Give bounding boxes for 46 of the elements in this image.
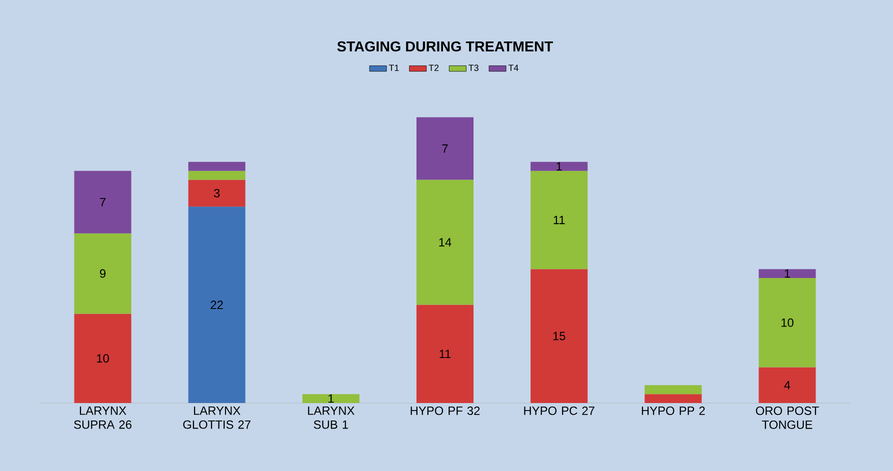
data-label: 14 bbox=[439, 238, 452, 246]
bar bbox=[416, 180, 474, 305]
data-label: 10 bbox=[782, 318, 794, 327]
x-tick-label: ORO POST TONGUE bbox=[756, 406, 819, 429]
bar bbox=[644, 394, 702, 403]
bar bbox=[758, 367, 816, 403]
bar bbox=[188, 170, 246, 180]
bar bbox=[530, 269, 588, 403]
x-tick-label: LARYNX SUB 1 bbox=[308, 406, 354, 429]
bar bbox=[758, 278, 816, 368]
x-tick-label: HYPO PC 27 bbox=[524, 406, 594, 415]
bar bbox=[416, 304, 474, 403]
bar bbox=[644, 385, 702, 394]
bar bbox=[74, 170, 132, 234]
data-label: 22 bbox=[210, 300, 223, 309]
legend-label: T2 bbox=[428, 64, 439, 71]
data-label: 9 bbox=[100, 269, 106, 278]
bar bbox=[188, 162, 246, 171]
bar bbox=[188, 180, 246, 207]
data-label: 11 bbox=[554, 216, 565, 224]
data-label: 3 bbox=[214, 188, 220, 198]
data-label: 1 bbox=[784, 269, 790, 278]
data-label: 4 bbox=[784, 381, 790, 390]
data-label: 10 bbox=[97, 354, 109, 363]
bar bbox=[758, 269, 816, 278]
chart-title: STAGING DURING TREATMENT bbox=[337, 41, 553, 52]
bar bbox=[302, 394, 360, 403]
bar bbox=[74, 314, 132, 403]
data-label: 11 bbox=[440, 350, 451, 358]
legend-label: T3 bbox=[468, 64, 478, 72]
bar bbox=[74, 233, 132, 314]
bar bbox=[188, 206, 246, 403]
x-tick-label: HYPO PF 32 bbox=[410, 406, 480, 415]
legend-label: T4 bbox=[508, 64, 518, 71]
data-label: 15 bbox=[553, 332, 566, 340]
bar bbox=[530, 162, 588, 171]
data-label: 1 bbox=[556, 162, 562, 170]
bar bbox=[530, 170, 588, 270]
x-tick-label: LARYNX GLOTTIS 27 bbox=[183, 406, 250, 429]
bar bbox=[416, 117, 474, 180]
data-label: 7 bbox=[100, 198, 106, 206]
data-label: 7 bbox=[442, 144, 448, 153]
x-tick-label: HYPO PP 2 bbox=[642, 406, 705, 415]
data-label: 1 bbox=[328, 394, 334, 403]
x-tick-label: LARYNX SUPRA 26 bbox=[74, 406, 132, 429]
legend-label: T1 bbox=[388, 64, 399, 71]
